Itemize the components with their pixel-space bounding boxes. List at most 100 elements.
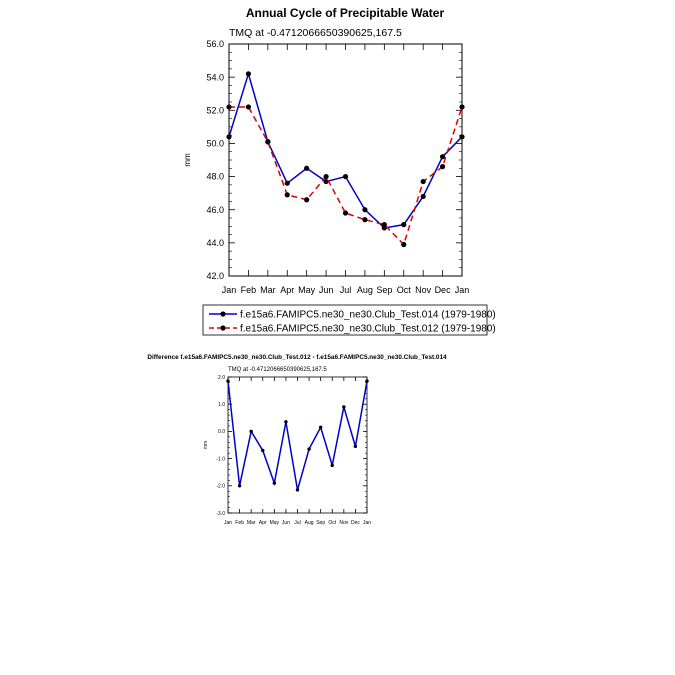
chart-title: Difference f.e15a6.FAMIPC5.ne30_ne30.Clu…	[147, 354, 447, 361]
data-point	[318, 425, 323, 430]
x-tick-label: May	[270, 520, 280, 526]
data-point	[362, 217, 368, 223]
data-point	[284, 420, 288, 424]
x-tick-label: Sep	[376, 285, 392, 295]
x-tick-label: Oct	[328, 520, 336, 526]
data-point	[307, 447, 311, 451]
legend-label: f.e15a6.FAMIPC5.ne30_ne30.Club_Test.012 …	[240, 324, 496, 335]
data-point	[323, 178, 329, 185]
data-point	[439, 154, 446, 160]
data-point	[226, 379, 230, 383]
data-point	[420, 178, 426, 185]
legend-marker	[220, 311, 226, 317]
data-point	[245, 71, 252, 77]
data-point	[342, 173, 349, 180]
y-axis: -3.0 -2.0 -1.0 0.0 1.0 2.0	[216, 375, 367, 517]
legend-box	[202, 304, 488, 336]
data-point	[245, 104, 252, 110]
y-axis: 42.0 44.0 46.0 48.0 50.0 52.0 54.0 56.0	[206, 39, 462, 281]
data-point	[226, 104, 232, 110]
data-point	[362, 207, 368, 213]
series-0	[226, 71, 465, 231]
y-axis-label: mm	[203, 441, 209, 449]
y-tick-label: 1.0	[218, 402, 225, 408]
data-point	[261, 448, 265, 453]
x-tick-label: Jun	[319, 285, 334, 295]
data-point	[226, 134, 232, 140]
data-point	[272, 481, 277, 485]
x-tick-label: May	[298, 285, 316, 295]
data-point	[304, 197, 310, 203]
data-point	[284, 192, 290, 198]
x-tick-label: Jul	[340, 285, 352, 295]
x-tick-label: Jan	[222, 285, 237, 295]
y-tick-label: 50.0	[206, 139, 224, 149]
y-tick-label: 44.0	[206, 238, 224, 248]
data-point	[420, 193, 426, 200]
x-tick-label: Apr	[280, 285, 294, 295]
data-point	[249, 429, 253, 434]
x-tick-label: Dec	[351, 520, 360, 526]
x-tick-label: Aug	[357, 285, 373, 295]
data-point	[342, 210, 349, 216]
y-tick-label: 48.0	[206, 172, 224, 182]
plot-frame	[228, 43, 463, 277]
x-tick-label: Feb	[235, 520, 244, 526]
data-point	[237, 484, 242, 488]
data-point	[353, 444, 358, 449]
data-point	[330, 463, 334, 468]
data-point	[304, 165, 310, 171]
legend: f.e15a6.FAMIPC5.ne30_ne30.Club_Test.014 …	[202, 304, 496, 336]
data-point	[401, 222, 407, 228]
x-tick-label: Jan	[363, 520, 371, 526]
x-tick-label: Feb	[241, 285, 257, 295]
y-tick-label: 56.0	[206, 39, 224, 49]
x-tick-label: Sep	[316, 520, 325, 526]
data-point	[459, 134, 465, 140]
x-tick-label: Nov	[415, 285, 432, 295]
legend-marker	[220, 325, 226, 331]
y-tick-label: 0.0	[218, 429, 225, 435]
x-tick-label: Jan	[224, 520, 232, 526]
chart-subtitle: TMQ at -0.4712066650390625,167.5	[228, 367, 327, 373]
x-tick-label: Dec	[435, 285, 452, 295]
y-tick-label: -2.0	[216, 484, 225, 490]
x-axis: Jan Feb Mar Apr May Jun Jul Aug Sep Oct Nov Dec Jan	[222, 44, 470, 295]
y-tick-label: 46.0	[206, 205, 224, 215]
y-tick-label: 42.0	[206, 271, 224, 281]
series-1	[226, 104, 465, 248]
x-tick-label: Apr	[259, 520, 267, 526]
x-tick-label: Mar	[260, 285, 276, 295]
x-tick-label: Nov	[339, 520, 348, 526]
x-axis: Jan Feb Mar Apr May Jun Jul Aug Sep Oct Nov Dec Jan	[224, 377, 371, 526]
x-tick-label: Jun	[282, 520, 290, 526]
legend-label: f.e15a6.FAMIPC5.ne30_ne30.Club_Test.014 …	[240, 310, 496, 321]
data-point	[342, 405, 346, 409]
data-point	[459, 104, 465, 110]
annual-cycle-chart: Annual Cycle of Precipitable Water TMQ at…	[183, 6, 496, 336]
data-point	[401, 241, 407, 248]
x-tick-label: Jan	[455, 285, 470, 295]
data-point	[323, 173, 329, 180]
series-0	[226, 379, 369, 492]
data-point	[284, 180, 290, 186]
data-point	[381, 222, 387, 228]
chart-title: Annual Cycle of Precipitable Water	[246, 6, 445, 20]
x-tick-label: Oct	[397, 285, 412, 295]
y-axis-label: mm	[183, 153, 192, 167]
x-tick-label: Jul	[294, 520, 300, 526]
data-point	[295, 488, 300, 492]
y-tick-label: 2.0	[218, 375, 225, 381]
y-tick-label: -1.0	[216, 456, 225, 462]
data-point	[439, 164, 446, 170]
series-line	[228, 71, 463, 229]
x-tick-label: Aug	[305, 520, 314, 526]
y-tick-label: -3.0	[216, 511, 225, 517]
data-point	[265, 139, 271, 145]
y-tick-label: 52.0	[206, 105, 224, 115]
x-tick-label: Mar	[247, 520, 256, 526]
data-point	[365, 379, 369, 383]
series-line	[227, 380, 368, 491]
difference-chart: Difference f.e15a6.FAMIPC5.ne30_ne30.Clu…	[147, 354, 447, 526]
